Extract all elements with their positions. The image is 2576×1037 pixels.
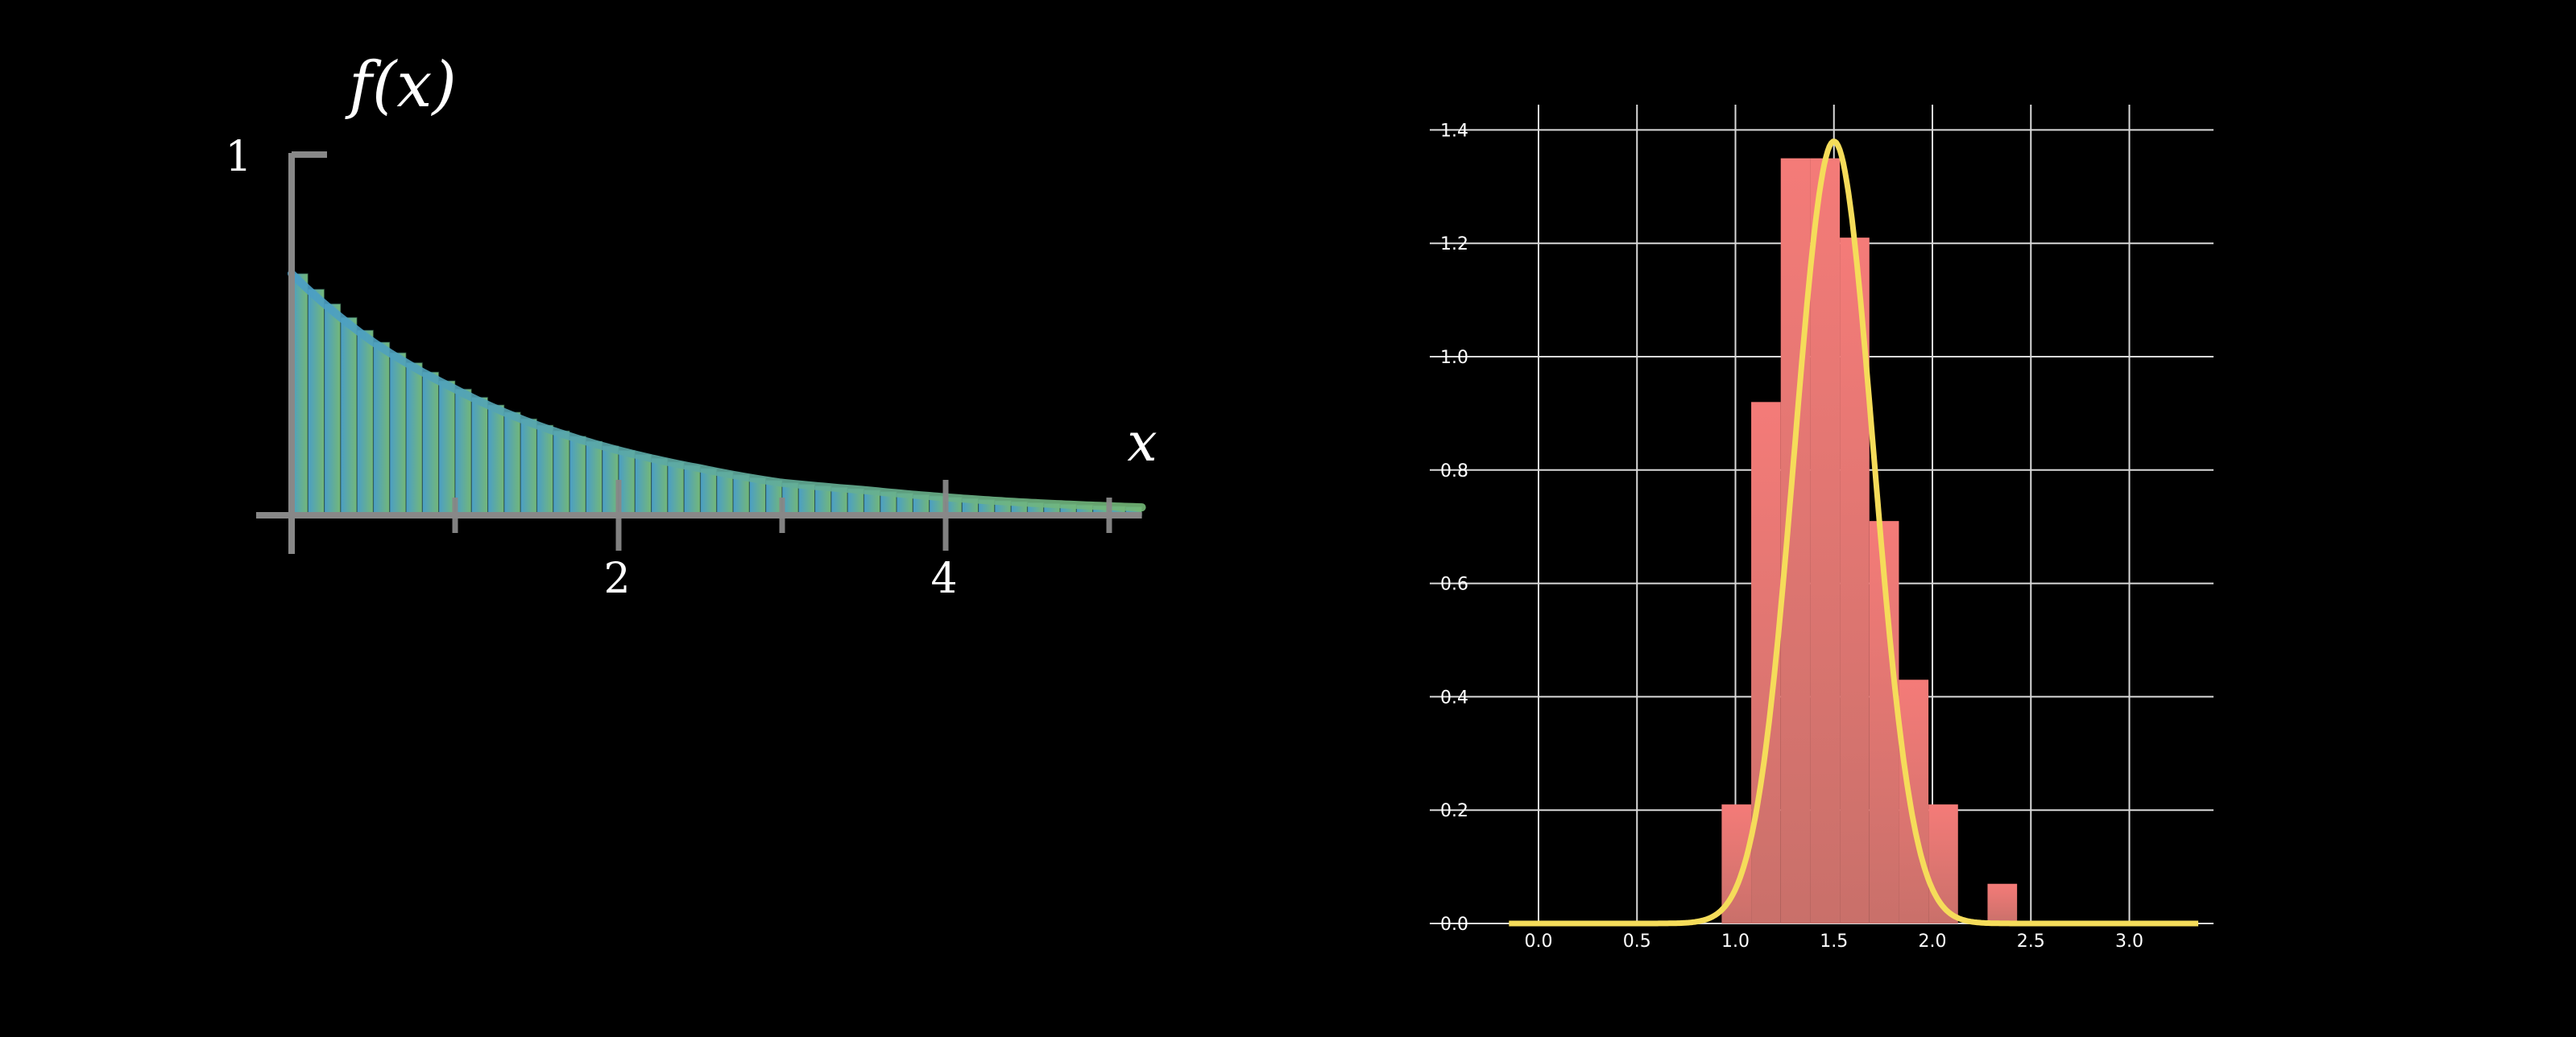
riemann-bar <box>356 329 375 516</box>
riemann-bar <box>454 388 472 516</box>
y-tick-label: 1.4 <box>1440 121 1468 141</box>
y-tick-label: 1.0 <box>1440 348 1468 368</box>
x-tick-label: 3.0 <box>2115 932 2143 952</box>
x-tick-label: 4 <box>930 555 957 603</box>
density-curve <box>288 269 1146 512</box>
y-tick-label: 1 <box>225 133 251 181</box>
x-tick-label: 2 <box>603 555 630 603</box>
y-axis-label: f(x) <box>345 49 457 122</box>
riemann-bar <box>503 411 521 516</box>
x-tick-label: 1.5 <box>1820 932 1848 952</box>
x-axis-label: x <box>1127 411 1157 473</box>
riemann-bar <box>569 436 586 516</box>
y-tick-labels: 0.0 0.2 0.4 0.6 0.8 1.0 1.2 1.4 <box>1440 121 1468 935</box>
riemann-bar <box>699 468 718 516</box>
y-tick-label: 0.4 <box>1440 688 1468 708</box>
riemann-bar <box>520 418 538 516</box>
histogram-bars <box>1721 158 2018 924</box>
y-tick-label: 0.6 <box>1440 575 1468 595</box>
x-tick-label: 1.0 <box>1721 932 1750 952</box>
x-tick-label: 0.0 <box>1525 932 1553 952</box>
riemann-bar <box>324 303 342 516</box>
left-chart: f(x) x 1 2 4 <box>225 49 1157 603</box>
left-axes <box>256 151 1142 554</box>
y-tick-label: 1.2 <box>1440 234 1468 254</box>
riemann-bar <box>683 465 702 516</box>
riemann-bar <box>536 424 554 516</box>
riemann-bar <box>438 380 456 516</box>
histogram-bar <box>1899 680 1929 923</box>
riemann-bar <box>389 352 407 516</box>
riemann-bar <box>340 316 358 516</box>
riemann-bar <box>585 440 603 516</box>
x-tick-label: 2.5 <box>2017 932 2045 952</box>
riemann-bar <box>553 430 570 516</box>
y-tick-label: 0.0 <box>1440 915 1468 935</box>
x-tick-label: 0.5 <box>1623 932 1651 952</box>
riemann-bar <box>634 453 652 516</box>
riemann-bar <box>421 371 440 516</box>
riemann-bar <box>372 341 391 516</box>
y-tick-label: 0.2 <box>1440 801 1468 821</box>
x-tick-labels: 0.0 0.5 1.0 1.5 2.0 2.5 3.0 <box>1525 932 2144 952</box>
riemann-bar <box>470 396 489 516</box>
right-chart: 0.0 0.2 0.4 0.6 0.8 1.0 1.2 1.4 0.0 0.5 1.0 1.5 2.0… <box>1430 105 2214 952</box>
riemann-bar <box>487 404 505 516</box>
riemann-bar <box>307 288 325 516</box>
normal-curve <box>1508 138 2200 927</box>
riemann-bar <box>405 362 424 516</box>
y-tick-label: 0.8 <box>1440 461 1468 481</box>
riemann-bars <box>291 273 1143 516</box>
riemann-bar <box>667 461 685 516</box>
histogram-bar <box>1810 158 1841 924</box>
histogram-bar <box>1987 883 2018 923</box>
riemann-bar <box>650 457 669 516</box>
x-tick-label: 2.0 <box>1919 932 1947 952</box>
